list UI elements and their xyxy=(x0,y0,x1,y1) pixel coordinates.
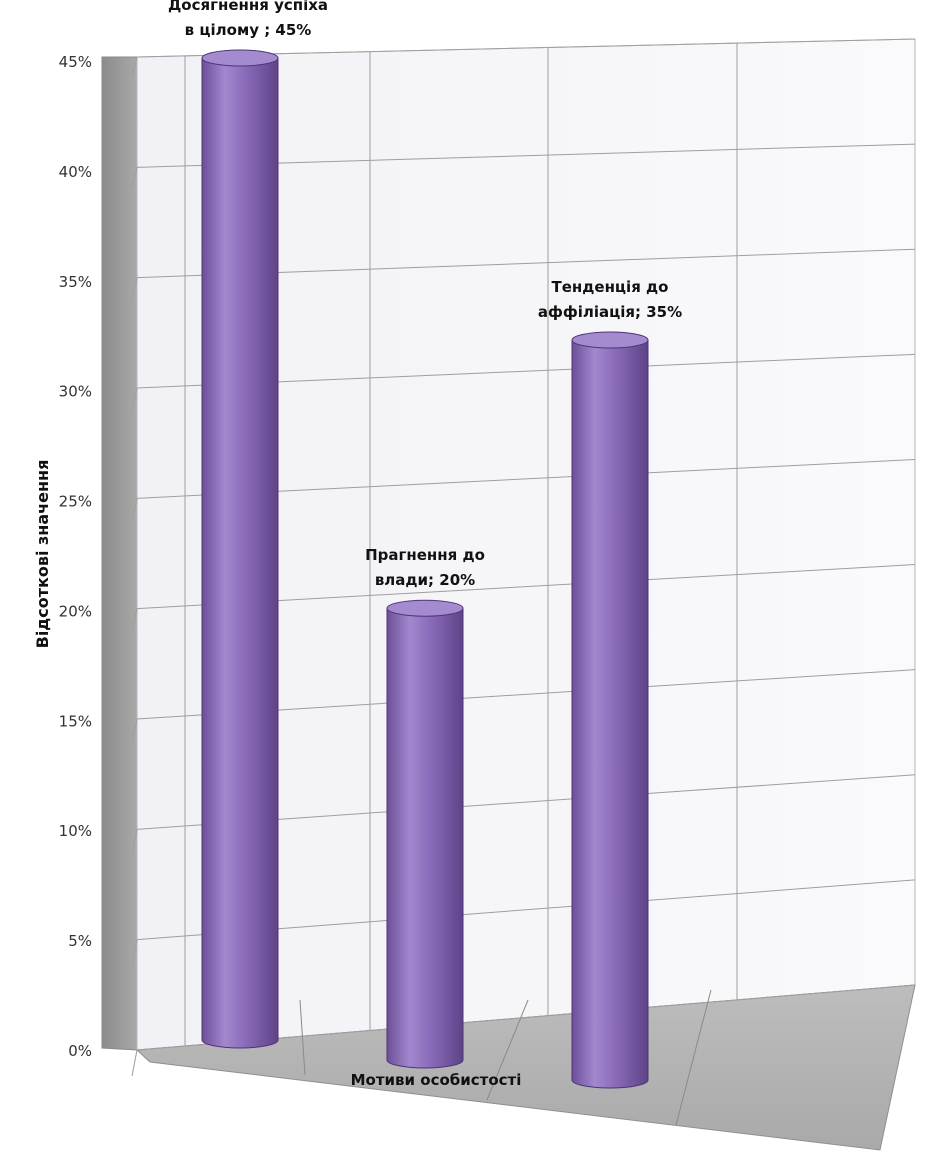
y-tick-label: 35% xyxy=(59,273,92,291)
y-tick-labels: 0% 5% 10% 15% 20% 25% 30% 35% 40% 45% xyxy=(59,53,92,1060)
gridline-side xyxy=(131,56,138,78)
y-tick-label: 20% xyxy=(59,602,92,620)
floor-divider xyxy=(486,999,529,1101)
gridline-side xyxy=(131,939,138,966)
data-label: Досягнення успіха xyxy=(168,0,328,14)
bar-body xyxy=(201,57,279,1049)
y-tick-label: 40% xyxy=(59,163,92,181)
y-tick-label: 25% xyxy=(59,493,92,511)
bar-body xyxy=(571,339,649,1089)
bar-top xyxy=(201,49,279,67)
bars xyxy=(201,49,649,1089)
y-axis-label: Відсоткові значення xyxy=(33,460,52,649)
data-label: в цілому ; 45% xyxy=(185,21,312,39)
data-label: Тенденція до xyxy=(552,278,669,296)
gridline-side xyxy=(131,167,138,189)
y-tick-label: 0% xyxy=(68,1042,92,1060)
data-label: влади; 20% xyxy=(375,571,475,589)
gridline-side xyxy=(131,608,138,633)
bar xyxy=(571,331,649,1089)
gridline-side xyxy=(131,387,138,411)
y-tick-label: 10% xyxy=(59,822,92,840)
gridline-side xyxy=(131,829,138,855)
side-wall xyxy=(101,56,138,1051)
x-axis-label: Мотиви особистості xyxy=(351,1071,522,1089)
bar xyxy=(201,49,279,1049)
bar-body xyxy=(386,607,464,1069)
gridline-side xyxy=(131,718,138,744)
y-tick-label: 45% xyxy=(59,53,92,71)
floor-divider xyxy=(299,999,306,1076)
bar xyxy=(386,599,464,1069)
gridline-side xyxy=(131,498,138,522)
y-tick-label: 15% xyxy=(59,712,92,730)
gridline-side xyxy=(131,277,138,300)
gridline-side xyxy=(131,1049,138,1077)
data-label: Прагнення до xyxy=(365,546,485,564)
y-tick-label: 30% xyxy=(59,383,92,401)
data-label: аффіліація; 35% xyxy=(538,303,682,321)
y-tick-label: 5% xyxy=(68,932,92,950)
bar-top xyxy=(386,599,464,617)
floor-divider xyxy=(675,989,712,1126)
data-labels: Досягнення успіха в цілому ; 45% Прагнення… xyxy=(168,0,682,589)
bar-top xyxy=(571,331,649,349)
